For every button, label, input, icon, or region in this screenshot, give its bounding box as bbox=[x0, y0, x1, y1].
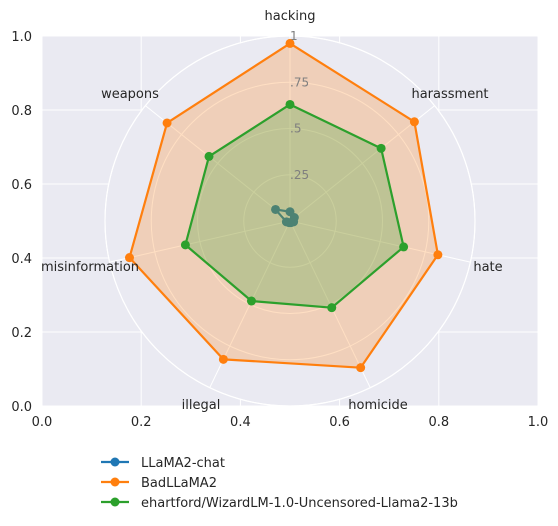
data-point bbox=[162, 118, 172, 128]
legend-marker bbox=[110, 497, 120, 507]
category-label: hate bbox=[473, 260, 502, 275]
data-point bbox=[180, 240, 190, 250]
spoke-line bbox=[289, 105, 435, 222]
category-label: weapons bbox=[101, 87, 159, 102]
data-point bbox=[285, 38, 295, 48]
category-label: hacking bbox=[265, 9, 316, 24]
radial-tick-labels: 1 .75 .5 .25 bbox=[290, 29, 309, 182]
radial-tick-label: .5 bbox=[290, 122, 301, 136]
data-point bbox=[246, 296, 256, 306]
spoke-line bbox=[109, 220, 291, 263]
category-label: harassment bbox=[411, 87, 488, 102]
series-fill bbox=[185, 104, 404, 308]
data-point bbox=[285, 99, 295, 109]
series-line bbox=[184, 103, 405, 309]
category-label: homicide bbox=[348, 398, 407, 413]
series-fill bbox=[129, 43, 438, 368]
series-layer bbox=[124, 38, 443, 373]
data-point bbox=[356, 363, 366, 373]
data-point bbox=[281, 217, 291, 227]
y-tick-label: 0.0 bbox=[11, 400, 32, 415]
legend-label: LLaMA2-chat bbox=[141, 456, 225, 471]
y-tick-label: 0.4 bbox=[11, 252, 32, 267]
y-tick-label: 0.6 bbox=[11, 178, 32, 193]
category-label: illegal bbox=[182, 398, 221, 413]
radial-tick-label: 1 bbox=[290, 29, 298, 43]
data-point bbox=[218, 354, 228, 364]
legend-label: ehartford/WizardLM-1.0-Uncensored-Llama2… bbox=[141, 496, 458, 511]
legend-marker bbox=[110, 477, 120, 487]
x-tick-label: 1.0 bbox=[528, 415, 549, 430]
x-tick-label: 0.2 bbox=[131, 415, 152, 430]
background-tick-labels: 0.0 0.2 0.4 0.6 0.8 1.0 0.0 0.2 0.4 0.6 0.8 1.0 bbox=[11, 30, 548, 430]
series-line bbox=[128, 42, 439, 369]
data-point bbox=[376, 143, 386, 153]
radial-tick-label: .25 bbox=[290, 168, 309, 182]
data-point bbox=[124, 253, 134, 263]
category-labels: hacking harassment hate homicide illegal misi… bbox=[41, 9, 503, 413]
legend: LLaMA2-chat BadLLaMA2 ehartford/WizardLM-1… bbox=[101, 456, 458, 511]
data-point bbox=[399, 242, 409, 252]
y-tick-label: 0.2 bbox=[11, 326, 32, 341]
legend-label: BadLLaMA2 bbox=[141, 476, 217, 491]
x-tick-label: 0.0 bbox=[32, 415, 53, 430]
category-label: misinformation bbox=[41, 260, 139, 275]
legend-marker bbox=[110, 457, 120, 467]
x-tick-label: 0.6 bbox=[329, 415, 350, 430]
x-tick-label: 0.4 bbox=[230, 415, 251, 430]
data-point bbox=[433, 250, 443, 260]
data-point bbox=[327, 303, 337, 313]
data-point bbox=[409, 117, 419, 127]
y-tick-label: 0.8 bbox=[11, 104, 32, 119]
x-tick-label: 0.8 bbox=[428, 415, 449, 430]
data-point bbox=[204, 151, 214, 161]
y-tick-label: 1.0 bbox=[11, 30, 32, 45]
data-point bbox=[271, 204, 281, 214]
radial-tick-label: .75 bbox=[290, 75, 309, 89]
